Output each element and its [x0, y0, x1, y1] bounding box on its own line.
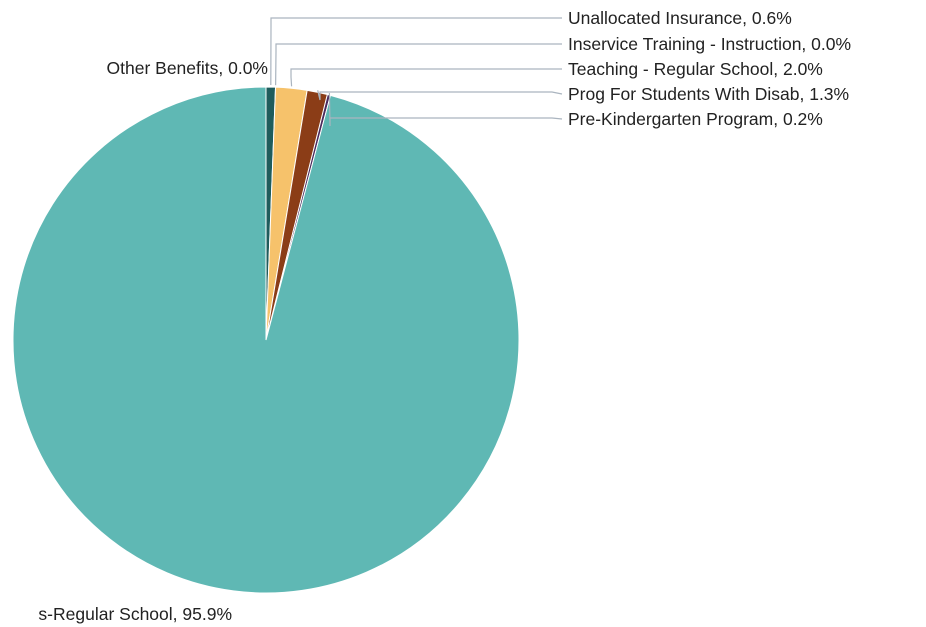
slice-s-regular-school: [12, 86, 520, 594]
label-inservice-training-instruction: Inservice Training - Instruction, 0.0%: [568, 34, 851, 54]
leader-unallocated-insurance: [270, 17, 562, 86]
leader-prog-for-students-with-disab: [317, 90, 563, 101]
label-teaching-regular-school: Teaching - Regular School, 2.0%: [568, 59, 823, 79]
leader-inservice-training-instruction: [275, 43, 562, 86]
label-s-regular-school: s-Regular School, 95.9%: [38, 604, 232, 624]
label-unallocated-insurance: Unallocated Insurance, 0.6%: [568, 8, 792, 28]
label-prog-for-students-with-disab: Prog For Students With Disab, 1.3%: [568, 84, 849, 104]
leader-teaching-regular-school: [290, 68, 562, 87]
label-pre-kindergarten-program: Pre-Kindergarten Program, 0.2%: [568, 109, 823, 129]
label-other-benefits: Other Benefits, 0.0%: [107, 58, 268, 78]
pie-slices: [12, 86, 520, 594]
slice-labels: Other Benefits, 0.0% Unallocated Insuranc…: [38, 8, 851, 624]
leader-pre-kindergarten-program: [328, 93, 563, 127]
leader-lines: [270, 17, 563, 127]
